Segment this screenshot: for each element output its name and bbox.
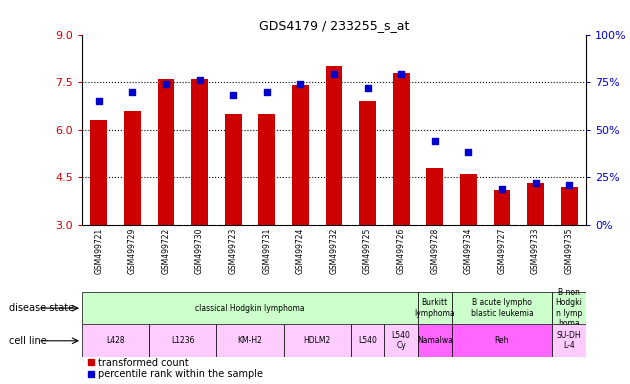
Text: SU-DH
L-4: SU-DH L-4 bbox=[557, 331, 581, 351]
Text: L540: L540 bbox=[358, 336, 377, 345]
Text: L1236: L1236 bbox=[171, 336, 195, 345]
Point bbox=[430, 138, 440, 144]
Point bbox=[530, 180, 541, 186]
Bar bbox=[124, 111, 140, 225]
Text: GSM499734: GSM499734 bbox=[464, 228, 472, 275]
Bar bbox=[452, 324, 553, 357]
Text: GSM499735: GSM499735 bbox=[564, 228, 573, 275]
Bar bbox=[527, 184, 544, 225]
Title: GDS4179 / 233255_s_at: GDS4179 / 233255_s_at bbox=[259, 19, 409, 32]
Bar bbox=[553, 324, 586, 357]
Point bbox=[261, 89, 272, 95]
Text: GSM499726: GSM499726 bbox=[397, 228, 406, 275]
Text: GSM499723: GSM499723 bbox=[229, 228, 238, 275]
Bar bbox=[553, 292, 586, 324]
Point bbox=[195, 77, 205, 83]
Text: GSM499722: GSM499722 bbox=[161, 228, 170, 274]
Text: GSM499721: GSM499721 bbox=[94, 228, 103, 274]
Text: GSM499730: GSM499730 bbox=[195, 228, 204, 275]
Bar bbox=[284, 324, 351, 357]
Text: KM-H2: KM-H2 bbox=[238, 336, 262, 345]
Text: GSM499732: GSM499732 bbox=[329, 228, 338, 275]
Bar bbox=[351, 324, 384, 357]
Text: L540
Cy: L540 Cy bbox=[392, 331, 411, 351]
Bar bbox=[225, 114, 241, 225]
Point bbox=[127, 89, 137, 95]
Legend: transformed count, percentile rank within the sample: transformed count, percentile rank withi… bbox=[87, 358, 263, 379]
Point bbox=[295, 81, 306, 87]
Point bbox=[362, 85, 372, 91]
Text: B non
Hodgki
n lymp
homa: B non Hodgki n lymp homa bbox=[556, 288, 583, 328]
Bar bbox=[493, 190, 510, 225]
Bar bbox=[90, 120, 107, 225]
Text: Namalwa: Namalwa bbox=[417, 336, 452, 345]
Bar bbox=[418, 292, 452, 324]
Point bbox=[228, 92, 238, 98]
Point bbox=[463, 149, 473, 156]
Bar bbox=[418, 324, 452, 357]
Text: GSM499724: GSM499724 bbox=[296, 228, 305, 275]
Point bbox=[564, 182, 574, 188]
Point bbox=[329, 71, 339, 78]
Bar bbox=[384, 324, 418, 357]
Bar bbox=[561, 187, 578, 225]
Text: L428: L428 bbox=[106, 336, 125, 345]
Text: cell line: cell line bbox=[9, 336, 47, 346]
Bar bbox=[258, 114, 275, 225]
Point bbox=[94, 98, 104, 104]
Bar bbox=[452, 292, 553, 324]
Bar bbox=[392, 73, 410, 225]
Bar bbox=[158, 79, 175, 225]
Point bbox=[161, 81, 171, 87]
Bar bbox=[359, 101, 376, 225]
Bar bbox=[191, 79, 208, 225]
Bar bbox=[326, 66, 342, 225]
Text: disease state: disease state bbox=[9, 303, 74, 313]
Bar bbox=[460, 174, 477, 225]
Text: Burkitt
lymphoma: Burkitt lymphoma bbox=[415, 298, 455, 318]
Text: GSM499733: GSM499733 bbox=[531, 228, 540, 275]
Text: GSM499725: GSM499725 bbox=[363, 228, 372, 275]
Bar bbox=[292, 85, 309, 225]
Text: Reh: Reh bbox=[495, 336, 509, 345]
Text: GSM499727: GSM499727 bbox=[498, 228, 507, 275]
Point bbox=[497, 185, 507, 192]
Text: GSM499728: GSM499728 bbox=[430, 228, 439, 274]
Bar bbox=[82, 324, 149, 357]
Point bbox=[396, 71, 406, 78]
Text: HDLM2: HDLM2 bbox=[304, 336, 331, 345]
Text: classical Hodgkin lymphoma: classical Hodgkin lymphoma bbox=[195, 304, 305, 313]
Bar bbox=[216, 324, 284, 357]
Text: GSM499729: GSM499729 bbox=[128, 228, 137, 275]
Bar bbox=[149, 324, 216, 357]
Bar bbox=[427, 168, 443, 225]
Bar bbox=[82, 292, 418, 324]
Text: GSM499731: GSM499731 bbox=[262, 228, 271, 275]
Text: B acute lympho
blastic leukemia: B acute lympho blastic leukemia bbox=[471, 298, 533, 318]
